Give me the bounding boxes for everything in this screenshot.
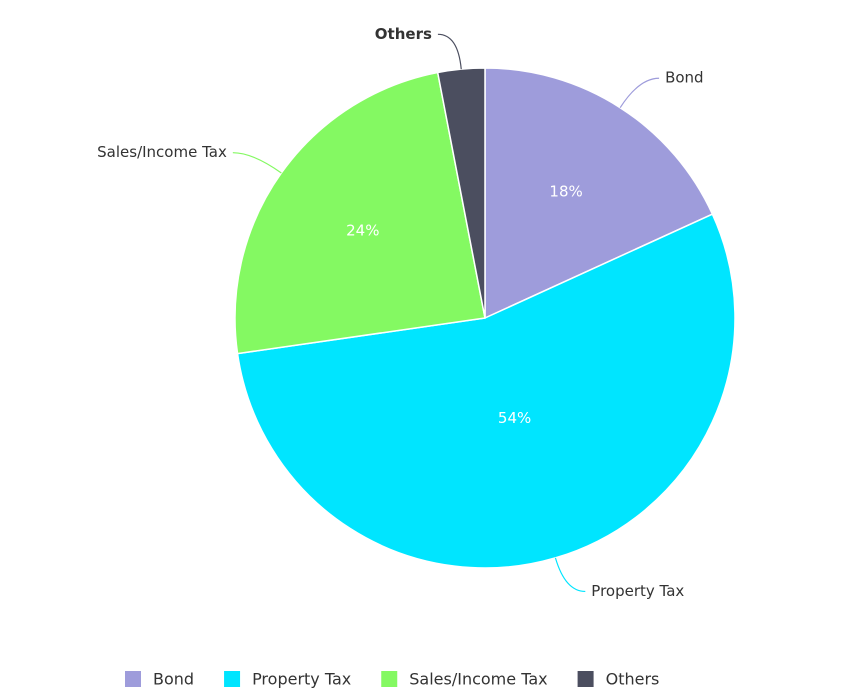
legend-swatch: [125, 671, 141, 687]
slice-label: Others: [375, 25, 432, 43]
value-label: 54%: [498, 409, 531, 427]
slice-label: Bond: [665, 69, 704, 87]
value-label: 18%: [549, 182, 582, 200]
leader-line: [619, 77, 660, 109]
leader-line: [437, 33, 462, 70]
legend-swatch: [577, 671, 594, 687]
leader-line: [554, 557, 586, 593]
value-label: 24%: [346, 221, 379, 239]
slice-label: Sales/Income Tax: [97, 143, 227, 161]
leader-line: [232, 152, 282, 174]
legend-label: Others: [606, 670, 660, 689]
legend-label: Bond: [153, 670, 194, 689]
legend-swatch: [224, 671, 241, 687]
legend-label: Sales/Income Tax: [409, 670, 547, 689]
legend-label: Property Tax: [252, 670, 351, 689]
legend-swatch: [381, 671, 398, 687]
pie-slice: [234, 71, 486, 355]
slice-label: Property Tax: [591, 582, 684, 600]
